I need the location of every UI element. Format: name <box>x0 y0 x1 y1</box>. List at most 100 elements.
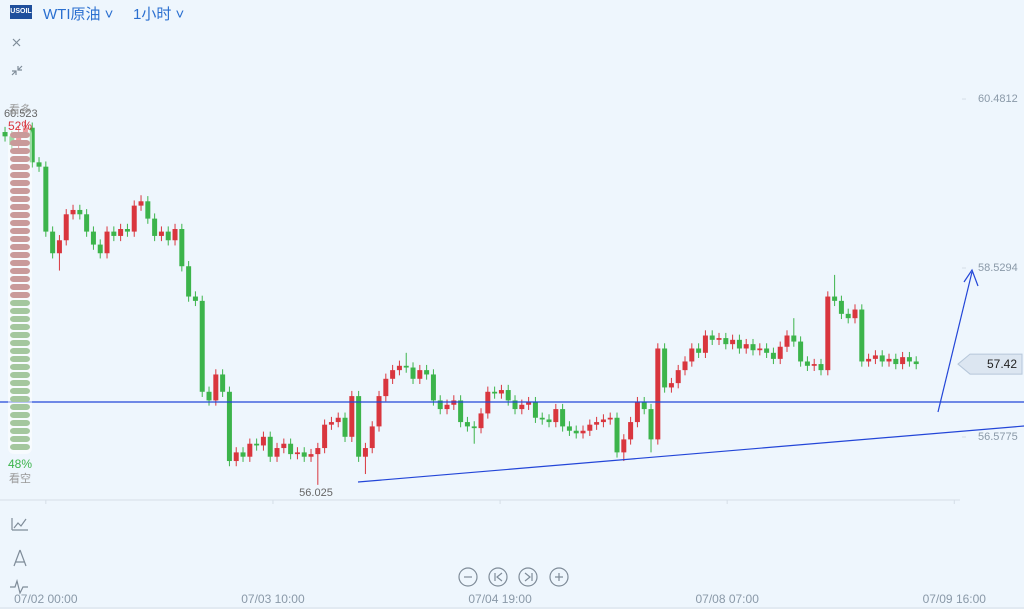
bear-segment <box>10 340 30 346</box>
bull-segment <box>10 284 30 290</box>
candle-body <box>900 357 906 365</box>
candle-body <box>56 240 62 254</box>
instrument: WTI原油 <box>43 6 101 23</box>
bear-segment <box>10 380 30 386</box>
zoom-in[interactable] <box>549 567 569 587</box>
candle-body <box>702 335 708 353</box>
x-tick-label: 07/04 19:00 <box>468 592 532 606</box>
bear-segment <box>10 348 30 354</box>
wave-icon[interactable] <box>10 578 28 595</box>
scroll-left[interactable] <box>488 567 508 587</box>
bull-segment <box>10 196 30 202</box>
candle-body <box>322 424 328 449</box>
arrow-line <box>937 271 973 413</box>
candle-body <box>566 426 572 431</box>
candle-body <box>403 365 409 368</box>
bull-segment <box>10 140 30 146</box>
candle-body <box>430 374 436 401</box>
bear-segment <box>10 364 30 370</box>
candle-body <box>192 296 198 301</box>
candle-body <box>498 390 504 394</box>
candle-body <box>798 341 804 362</box>
candle-body <box>519 404 525 410</box>
candle-body <box>376 396 382 427</box>
candle-body <box>63 214 69 241</box>
trend-line <box>357 425 1024 483</box>
bull-segment <box>10 188 30 194</box>
candle-body <box>294 452 300 455</box>
bear-segment <box>10 300 30 306</box>
zoom-out[interactable] <box>458 567 478 587</box>
bear-segment <box>10 412 30 418</box>
candle-body <box>84 214 90 232</box>
candle-body <box>444 404 450 410</box>
close-icon[interactable] <box>12 38 21 47</box>
candle-body <box>539 417 545 420</box>
candle-body <box>587 424 593 431</box>
candle-body <box>505 390 511 401</box>
candle-body <box>628 422 634 440</box>
bear-segment <box>10 388 30 394</box>
candle-body <box>458 400 464 423</box>
candle-body <box>709 335 715 340</box>
bull-segment <box>10 228 30 234</box>
candle-body <box>424 370 430 375</box>
candle-body <box>689 348 695 362</box>
candle-body <box>743 344 749 349</box>
indicator-icon[interactable] <box>11 518 28 531</box>
bear-segment <box>10 324 30 330</box>
candle-body <box>804 361 810 366</box>
candle-body <box>607 417 613 420</box>
collapse-icon[interactable] <box>11 65 23 76</box>
candle-body <box>131 205 137 232</box>
tools <box>10 38 569 595</box>
draw-icon[interactable] <box>13 549 27 567</box>
bull-segment <box>10 292 30 298</box>
timeframe-select[interactable]: 1小时 ˅ <box>133 6 185 23</box>
logo: USOIL <box>10 5 32 19</box>
candle-body <box>682 361 688 371</box>
bull-segment <box>10 156 30 162</box>
bear-segment <box>10 436 30 442</box>
low-label: 56.025 <box>299 487 333 499</box>
candle-body <box>825 296 831 371</box>
candle-body <box>811 364 817 366</box>
candle-body <box>526 402 532 405</box>
candle-body <box>614 417 620 453</box>
candle-body <box>390 370 396 379</box>
candle-body <box>594 422 600 425</box>
candle-body <box>90 231 96 245</box>
bull-segment <box>10 204 30 210</box>
candle-body <box>553 409 559 423</box>
x-tick-label: 07/09 16:00 <box>923 592 987 606</box>
high-label: 60.523 <box>4 108 38 120</box>
candle-body <box>784 335 790 347</box>
last-price: 57.42 <box>987 357 1017 371</box>
price-tag <box>957 353 1023 375</box>
candle-body <box>621 439 627 453</box>
instrument-select[interactable]: WTI原油 ˅ <box>43 6 114 23</box>
candle-body <box>872 355 878 359</box>
candle-body <box>179 229 185 267</box>
candle-body <box>906 357 912 362</box>
bear-segment <box>10 356 30 362</box>
bull-segment <box>10 132 30 138</box>
candle-body <box>838 300 844 314</box>
candle-body <box>308 454 314 457</box>
candle-body <box>124 229 130 232</box>
candle-body <box>437 400 443 410</box>
candle-body <box>288 443 294 455</box>
candle-body <box>791 335 797 342</box>
candle-body <box>770 352 776 359</box>
bull-segment <box>10 148 30 154</box>
candle-body <box>573 430 579 434</box>
candle-body <box>410 367 416 379</box>
bull-segment <box>10 244 30 250</box>
candle-body <box>356 396 362 457</box>
scroll-right[interactable] <box>518 567 538 587</box>
candle-body <box>417 370 423 379</box>
bull-segment <box>10 268 30 274</box>
candle-body <box>723 338 729 345</box>
candle-body <box>532 402 538 418</box>
